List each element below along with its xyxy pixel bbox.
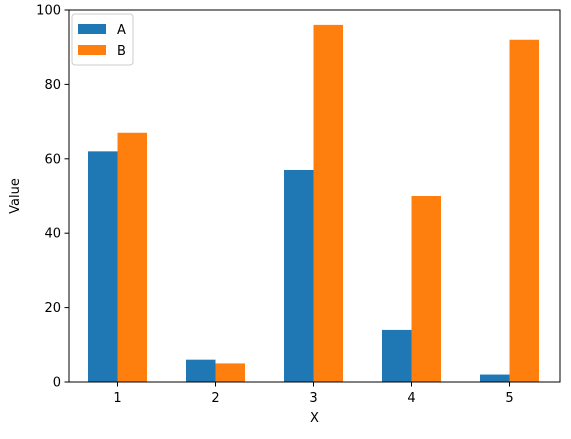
y-axis-label: Value (8, 178, 23, 214)
x-tick-label-1: 1 (113, 391, 121, 406)
bar-b-5 (509, 39, 539, 382)
ticks-layer: 1 2 3 4 5 0 20 40 60 80 100 (36, 4, 513, 407)
bar-b-3 (313, 24, 343, 382)
y-tick-label-80: 80 (44, 78, 61, 93)
x-axis-label: X (310, 411, 319, 426)
legend-swatch-b (78, 45, 106, 55)
bar-a-2 (186, 359, 216, 382)
y-tick-label-40: 40 (44, 227, 61, 242)
x-tick-label-5: 5 (505, 391, 513, 406)
legend-label-b: B (117, 44, 126, 59)
bar-a-5 (480, 374, 510, 382)
legend-label-a: A (117, 23, 126, 38)
legend: A B (71, 13, 134, 66)
x-tick-label-3: 3 (309, 391, 317, 406)
legend-swatch-a (78, 24, 106, 34)
bar-a-4 (382, 329, 412, 382)
bar-b-2 (215, 363, 245, 382)
bar-a-1 (88, 151, 118, 382)
bars-layer (88, 24, 539, 382)
y-tick-label-60: 60 (44, 152, 61, 167)
bar-b-4 (411, 196, 441, 382)
y-tick-label-20: 20 (44, 301, 61, 316)
x-tick-label-4: 4 (407, 391, 415, 406)
plot-frame (68, 9, 561, 383)
y-tick-label-100: 100 (36, 4, 61, 19)
x-tick-label-2: 2 (211, 391, 219, 406)
bar-a-3 (284, 169, 314, 382)
y-tick-label-0: 0 (53, 376, 61, 391)
bar-b-1 (117, 132, 147, 382)
